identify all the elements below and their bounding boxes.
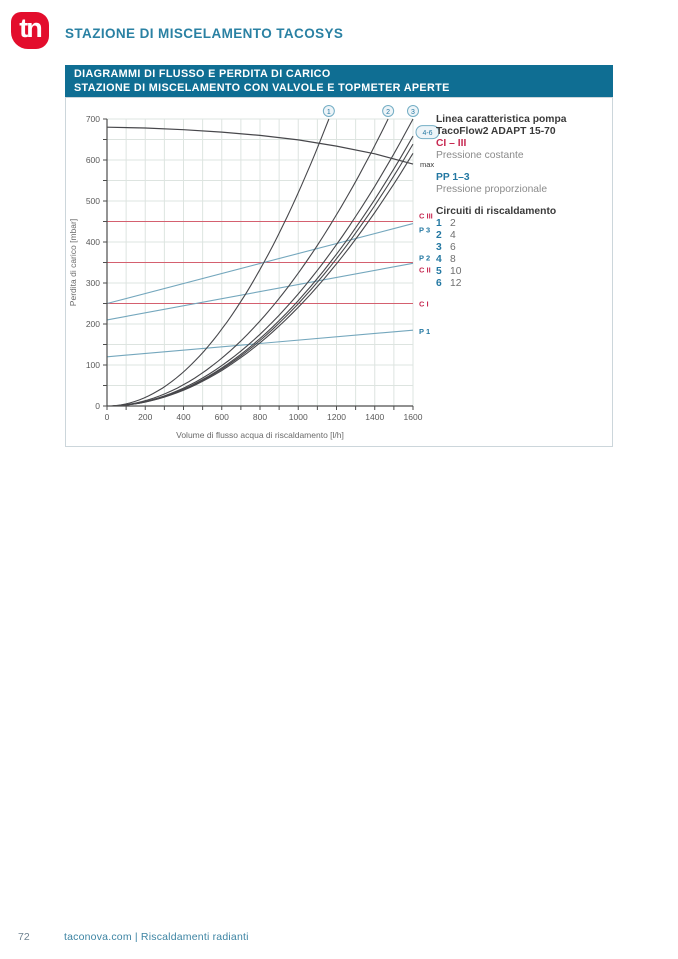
curve-markers: 1 2 3 4-6 — [322, 105, 440, 140]
svg-text:700: 700 — [86, 114, 100, 124]
svg-text:300: 300 — [86, 278, 100, 288]
legend-constant-desc: Pressione costante — [436, 150, 524, 161]
legend-circuit-row: 1 2 — [436, 218, 608, 230]
circuit-index: 4 — [436, 254, 442, 265]
svg-text:Perdita di carico [mbar]: Perdita di carico [mbar] — [68, 219, 78, 306]
circuit-index: 6 — [436, 278, 442, 289]
svg-text:3: 3 — [411, 109, 415, 116]
flow-pressure-chart: 0 200 400 600 800 1000 1200 1400 160001002003004… — [68, 105, 440, 440]
footer-text: taconova.com | Riscaldamenti radianti — [64, 931, 249, 943]
circuit-count: 2 — [450, 218, 456, 229]
section-header-line2: STAZIONE DI MISCELAMENTO CON VALVOLE E T… — [74, 82, 450, 94]
circuit-count: 4 — [450, 230, 456, 241]
svg-text:C I: C I — [419, 300, 429, 309]
svg-text:P 1: P 1 — [419, 327, 430, 336]
svg-text:400: 400 — [176, 412, 190, 422]
svg-text:C II: C II — [419, 266, 431, 275]
svg-text:max: max — [420, 160, 434, 169]
axes — [103, 118, 414, 410]
circuit-index: 3 — [436, 242, 442, 253]
svg-text:P 2: P 2 — [419, 253, 430, 262]
line-labels: C I C II C III P 1 P 2 P 3 max — [419, 160, 434, 336]
circuit-index: 2 — [436, 230, 442, 241]
legend-spacer — [436, 196, 608, 206]
axis-labels: 0 200 400 600 800 1000 1200 1400 1600 0 100 200 300 4… — [68, 114, 423, 440]
circuit-count: 10 — [450, 266, 462, 277]
legend-proportional-code: PP 1–3 — [436, 172, 470, 183]
circuit-index: 5 — [436, 266, 442, 277]
svg-text:1200: 1200 — [327, 412, 346, 422]
legend-proportional-desc: Pressione proporzionale — [436, 184, 548, 195]
svg-text:1: 1 — [327, 109, 331, 116]
svg-text:1400: 1400 — [365, 412, 384, 422]
legend-constant-code: CI – III — [436, 138, 467, 149]
svg-text:C III: C III — [419, 212, 433, 221]
svg-text:1600: 1600 — [404, 412, 423, 422]
svg-text:Volume di flusso acqua di risc: Volume di flusso acqua di riscaldamento … — [176, 430, 344, 440]
svg-text:1000: 1000 — [289, 412, 308, 422]
page-number: 72 — [18, 931, 30, 943]
svg-text:P 3: P 3 — [419, 226, 430, 235]
legend-circuit-row: 5 10 — [436, 266, 608, 278]
svg-text:600: 600 — [215, 412, 229, 422]
page-title: STAZIONE DI MISCELAMENTO TACOSYS — [65, 26, 344, 41]
svg-text:600: 600 — [86, 155, 100, 165]
section-header-band: DIAGRAMMI DI FLUSSO E PERDITA DI CARICO … — [65, 65, 613, 97]
svg-text:4-6: 4-6 — [422, 130, 432, 137]
svg-text:800: 800 — [253, 412, 267, 422]
legend-pump-model: TacoFlow2 ADAPT 15-70 — [436, 126, 556, 137]
section-header-line1: DIAGRAMMI DI FLUSSO E PERDITA DI CARICO — [74, 68, 331, 80]
svg-text:400: 400 — [86, 237, 100, 247]
circuit-curves — [106, 118, 414, 407]
svg-text:200: 200 — [138, 412, 152, 422]
legend-circuit-row: 2 4 — [436, 230, 608, 242]
legend-circuit-row: 4 8 — [436, 254, 608, 266]
chart-legend: Linea caratteristica pompa TacoFlow2 ADA… — [436, 114, 608, 290]
pump-curve — [106, 126, 414, 165]
logo-text: tn — [19, 13, 43, 43]
circuit-count: 8 — [450, 254, 456, 265]
svg-text:200: 200 — [86, 319, 100, 329]
svg-text:0: 0 — [105, 412, 110, 422]
taconova-logo: tn — [11, 12, 49, 49]
legend-pump-title: Linea caratteristica pompa — [436, 114, 567, 125]
legend-spacer — [436, 162, 608, 172]
legend-circuits-title: Circuiti di riscaldamento — [436, 206, 557, 217]
legend-circuit-row: 6 12 — [436, 278, 608, 290]
legend-circuit-row: 3 6 — [436, 242, 608, 254]
svg-text:500: 500 — [86, 196, 100, 206]
flow-chart-panel: 0 200 400 600 800 1000 1200 1400 1600 0 100 200 300 4… — [65, 97, 613, 447]
circuit-count: 12 — [450, 278, 462, 289]
svg-text:2: 2 — [386, 109, 390, 116]
constant-pressure-lines — [107, 220, 413, 305]
svg-text:100: 100 — [86, 360, 100, 370]
circuit-index: 1 — [436, 218, 442, 229]
circuit-count: 6 — [450, 242, 456, 253]
svg-text:0: 0 — [95, 401, 100, 411]
